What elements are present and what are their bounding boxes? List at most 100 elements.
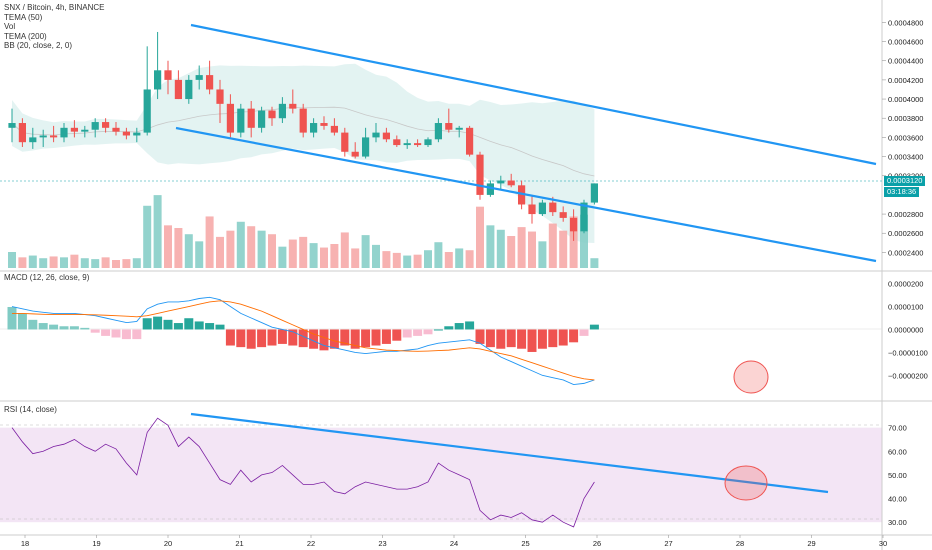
candle-body	[393, 139, 401, 146]
volume-bar	[486, 225, 495, 268]
candle-body	[8, 123, 16, 128]
volume-bar	[80, 258, 89, 268]
macd-histogram-bar	[329, 329, 339, 349]
volume-bar	[216, 236, 224, 268]
candle-body	[195, 75, 203, 80]
symbol-label: SNX / Bitcoin, 4h, BINANCE	[4, 3, 105, 12]
volume-bar	[403, 255, 412, 268]
candle-body	[226, 103, 234, 133]
volume-bar	[413, 254, 422, 268]
candle-body	[382, 132, 390, 140]
macd-histogram-bar	[558, 329, 568, 346]
macd-histogram-bar	[121, 329, 131, 340]
volume-bar	[424, 250, 432, 268]
macd-histogram-bar	[548, 329, 558, 348]
candle-body	[143, 89, 151, 133]
candle-body	[237, 108, 245, 133]
volume-bar	[39, 258, 48, 268]
macd-histogram-bar	[537, 329, 547, 349]
volume-bar	[268, 234, 276, 268]
macd-histogram-bar	[527, 329, 537, 352]
volume-bar	[91, 259, 100, 268]
candle-body	[538, 202, 546, 215]
channel-upper-trendline[interactable]	[190, 23, 877, 166]
candle-body	[278, 103, 286, 119]
volume-bar	[101, 257, 110, 268]
volume-bar	[496, 229, 505, 268]
volume-bar	[195, 241, 204, 268]
macd-histogram-bar	[506, 329, 516, 348]
candle-body	[445, 123, 453, 130]
volume-bar	[372, 244, 380, 268]
rsi-breakout-highlight[interactable]	[724, 465, 768, 501]
time-axis-label: 21	[235, 539, 243, 548]
price-axis-label: 0.0004600	[888, 38, 923, 47]
volume-bar	[60, 257, 68, 268]
candle-body	[507, 180, 515, 186]
candle-body	[102, 122, 110, 128]
price-axis-label: 0.0004400	[888, 57, 923, 66]
time-axis-label: 18	[21, 539, 29, 548]
rsi-axis-label: 70.00	[888, 424, 907, 433]
candle-body	[112, 127, 120, 132]
volume-bar	[538, 241, 547, 268]
volume-bar	[174, 228, 183, 268]
candle-body	[320, 123, 328, 126]
rsi-line	[11, 417, 595, 528]
volume-bar	[444, 252, 453, 268]
volume-bar	[528, 231, 536, 268]
macd-histogram-bar	[475, 329, 485, 344]
signal-line	[12, 300, 595, 381]
macd-axis-label: −0.0000200	[888, 371, 928, 380]
macd-line	[11, 296, 595, 385]
volume-bar	[569, 216, 578, 268]
time-axis-label: 27	[664, 539, 672, 548]
macd-histogram-bar	[569, 329, 579, 343]
volume-bar	[205, 216, 214, 268]
candle-body	[310, 123, 318, 133]
candle-body	[549, 202, 557, 213]
time-axis-label: 22	[307, 539, 315, 548]
volume-bar	[112, 260, 120, 268]
rsi-axis-label: 30.00	[888, 518, 907, 527]
price-axis-label: 0.0004800	[888, 18, 923, 27]
macd-histogram-bar	[59, 326, 69, 330]
macd-cross-highlight[interactable]	[733, 360, 769, 394]
time-axis-label: 26	[593, 539, 601, 548]
candle-body	[206, 75, 214, 90]
volume-bar	[434, 242, 443, 268]
macd-histogram-bar	[153, 316, 163, 330]
volume-bar	[590, 258, 599, 268]
indicator-label: Vol	[4, 22, 16, 31]
macd-histogram-bar	[371, 329, 381, 346]
macd-histogram-bar	[38, 323, 48, 330]
candle-body	[50, 135, 58, 138]
time-axis-label: 30	[879, 539, 887, 548]
channel-lower-trendline[interactable]	[175, 126, 877, 263]
volume-bar	[580, 214, 588, 268]
macd-histogram-bar	[163, 319, 173, 330]
volume-bar	[382, 251, 391, 268]
volume-bar	[299, 236, 308, 268]
rsi-trendline[interactable]	[190, 412, 829, 494]
rsi-axis-label: 60.00	[888, 447, 907, 456]
macd-histogram-bar	[517, 329, 527, 349]
candle-body	[91, 122, 99, 130]
volume-bar	[49, 256, 58, 268]
rsi-band	[0, 427, 882, 523]
candle-body	[518, 185, 526, 205]
candle-body	[351, 151, 359, 157]
volume-bar	[164, 225, 172, 268]
candle-body	[81, 129, 89, 132]
volume-bar	[330, 244, 339, 268]
price-axis-label: 0.0003400	[888, 153, 923, 162]
countdown-tag: 03:18:36	[884, 187, 920, 197]
volume-bar	[122, 259, 131, 268]
macd-histogram-bar	[184, 318, 194, 330]
volume-bar	[559, 230, 568, 268]
candle-body	[466, 127, 474, 155]
macd-histogram-bar	[423, 329, 433, 335]
volume-bar	[548, 223, 557, 268]
macd-histogram-bar	[319, 329, 329, 351]
